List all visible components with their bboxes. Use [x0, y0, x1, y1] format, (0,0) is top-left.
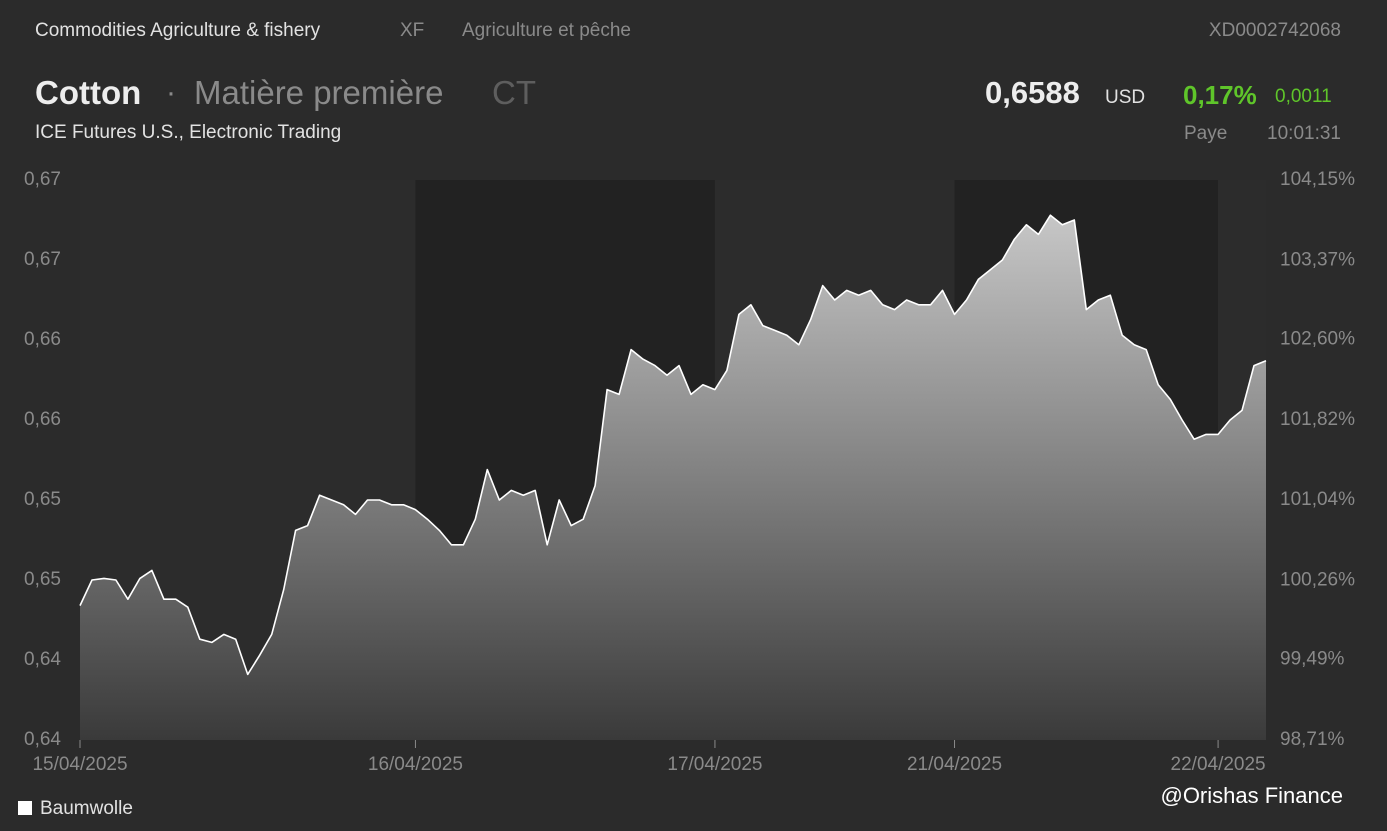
change-abs: 0,0011 — [1275, 86, 1332, 107]
y2-tick-label: 102,60% — [1280, 329, 1355, 350]
status: Paye — [1184, 123, 1228, 144]
y-tick-label: 0,67 — [24, 169, 61, 190]
watermark: @Orishas Finance — [1160, 783, 1343, 808]
x-tick-label: 17/04/2025 — [667, 754, 762, 775]
x-tick-label: 21/04/2025 — [907, 754, 1002, 775]
area — [80, 215, 1266, 740]
x-tick-label: 16/04/2025 — [368, 754, 463, 775]
y-tick-label: 0,65 — [24, 489, 61, 510]
y2-tick-label: 101,82% — [1280, 409, 1355, 430]
time: 10:01:31 — [1267, 123, 1341, 144]
y-tick-label: 0,64 — [24, 729, 61, 750]
y2-tick-label: 103,37% — [1280, 249, 1355, 270]
line — [79, 214, 1267, 676]
price: 0,6588 — [985, 75, 1080, 110]
instrument-name: Cotton — [35, 74, 142, 111]
change-pct: 0,17% — [1183, 80, 1257, 110]
breadcrumb[interactable]: Commodities Agriculture & fishery — [35, 20, 321, 41]
y2-tick-label: 98,71% — [1280, 729, 1345, 750]
y-tick-label: 0,66 — [24, 409, 61, 430]
y2-tick-label: 101,04% — [1280, 489, 1355, 510]
y-tick-label: 0,66 — [24, 329, 61, 350]
x-tick-label: 22/04/2025 — [1171, 754, 1266, 775]
legend-swatch[interactable] — [18, 801, 32, 815]
y-tick-label: 0,67 — [24, 249, 61, 270]
asset-class: Matière première — [194, 74, 444, 111]
legend-label[interactable]: Baumwolle — [40, 798, 133, 819]
y-tick-label: 0,65 — [24, 569, 61, 590]
separator: · — [166, 76, 176, 109]
breadcrumb[interactable]: XF — [400, 20, 425, 41]
y2-tick-label: 100,26% — [1280, 569, 1355, 590]
y2-tick-label: 104,15% — [1280, 169, 1355, 190]
isin: XD0002742068 — [1208, 20, 1341, 41]
exchange: ICE Futures U.S., Electronic Trading — [35, 122, 342, 143]
x-tick-label: 15/04/2025 — [32, 754, 127, 775]
y-tick-label: 0,64 — [24, 649, 61, 670]
y2-tick-label: 99,49% — [1280, 649, 1345, 670]
breadcrumb[interactable]: Agriculture et pêche — [462, 20, 631, 41]
currency: USD — [1105, 87, 1146, 108]
symbol: CT — [492, 74, 536, 111]
